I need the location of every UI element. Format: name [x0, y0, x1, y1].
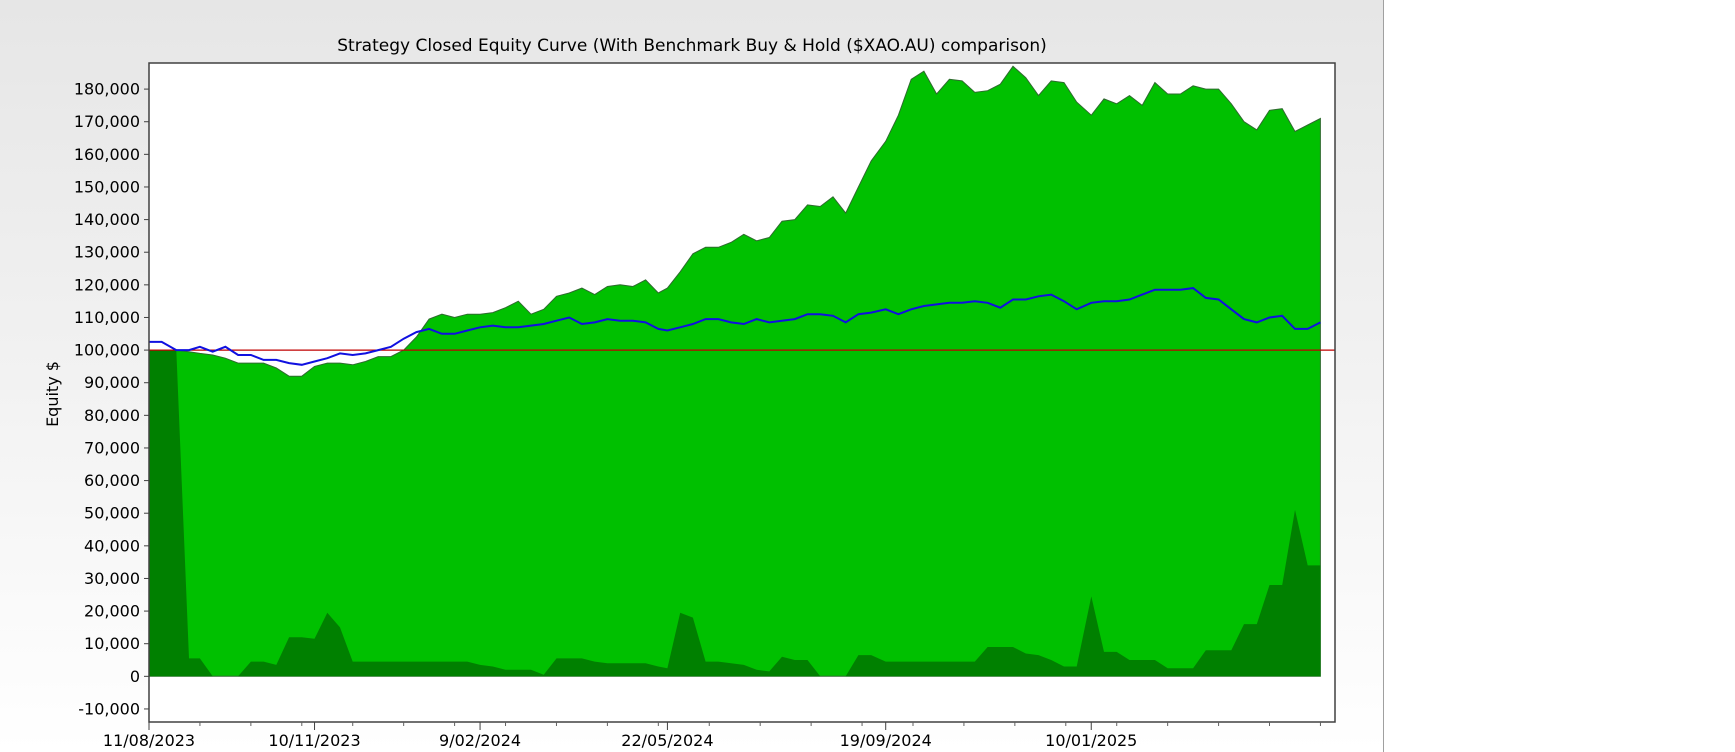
- y-tick-label: 140,000: [74, 210, 140, 229]
- plot-border: [148, 62, 1336, 723]
- x-axis: 11/08/2023 10/11/2023 9/02/2024 22/05/2024 1…: [103, 722, 1321, 750]
- y-tick-label: 50,000: [84, 504, 140, 523]
- y-tick-label: 10,000: [84, 634, 140, 653]
- y-tick-label: 70,000: [84, 438, 140, 457]
- y-tick-label: 100,000: [74, 341, 140, 360]
- y-tick-label: 0: [130, 667, 140, 686]
- y-axis: -10,000 0 10,000 20,000 30,000 40,000 50,000 60…: [74, 80, 149, 718]
- y-tick-label: 130,000: [74, 243, 140, 262]
- chart-panel: Strategy Closed Equity Curve (With Bench…: [0, 0, 1384, 752]
- y-tick-label: 80,000: [84, 406, 140, 425]
- y-tick-label: 20,000: [84, 602, 140, 621]
- y-tick-label: 180,000: [74, 80, 140, 99]
- y-tick-label: 60,000: [84, 471, 140, 490]
- plot-area: [148, 62, 1336, 723]
- y-tick-label: 40,000: [84, 536, 140, 555]
- y-tick-label: 120,000: [74, 275, 140, 294]
- y-tick-label: 170,000: [74, 112, 140, 131]
- equity-area: [148, 65, 1321, 677]
- x-tick-label: 10/01/2025: [1045, 731, 1137, 750]
- x-tick-label: 19/09/2024: [840, 731, 932, 750]
- x-tick-label: 22/05/2024: [621, 731, 713, 750]
- equity-chart: Strategy Closed Equity Curve (With Bench…: [43, 36, 1336, 750]
- benchmark-line: [149, 287, 1321, 366]
- chart-title: Strategy Closed Equity Curve (With Bench…: [337, 36, 1047, 56]
- y-tick-label: 160,000: [74, 145, 140, 164]
- y-tick-label: 110,000: [74, 308, 140, 327]
- y-tick-label: 90,000: [84, 373, 140, 392]
- y-tick-label: 30,000: [84, 569, 140, 588]
- y-axis-title: Equity $: [43, 361, 62, 427]
- x-tick-label: 9/02/2024: [439, 731, 521, 750]
- y-tick-label: 150,000: [74, 177, 140, 196]
- x-tick-label: 11/08/2023: [103, 731, 195, 750]
- x-tick-label: 10/11/2023: [268, 731, 360, 750]
- y-tick-label: -10,000: [78, 699, 140, 718]
